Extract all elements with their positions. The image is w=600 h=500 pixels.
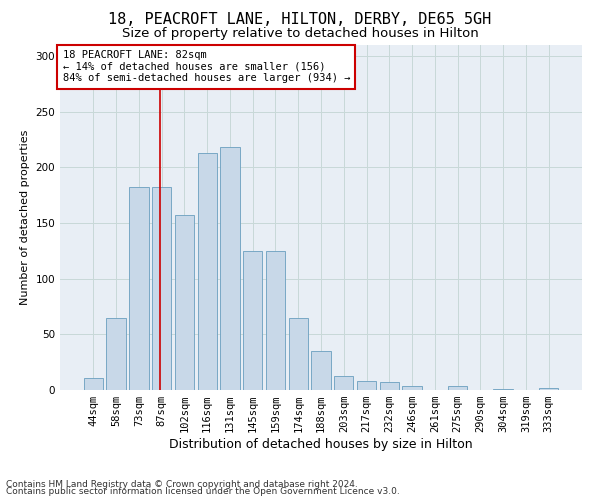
Text: 18, PEACROFT LANE, HILTON, DERBY, DE65 5GH: 18, PEACROFT LANE, HILTON, DERBY, DE65 5…	[109, 12, 491, 28]
Text: Contains HM Land Registry data © Crown copyright and database right 2024.: Contains HM Land Registry data © Crown c…	[6, 480, 358, 489]
Bar	[380, 382, 399, 390]
Y-axis label: Number of detached properties: Number of detached properties	[20, 130, 30, 305]
Bar	[403, 386, 422, 390]
Bar	[289, 318, 308, 390]
Text: 18 PEACROFT LANE: 82sqm
← 14% of detached houses are smaller (156)
84% of semi-d: 18 PEACROFT LANE: 82sqm ← 14% of detache…	[62, 50, 350, 84]
Bar	[243, 251, 262, 390]
Bar	[220, 148, 239, 390]
Bar	[152, 188, 172, 390]
Bar	[357, 381, 376, 390]
X-axis label: Distribution of detached houses by size in Hilton: Distribution of detached houses by size …	[169, 438, 473, 451]
Bar	[311, 351, 331, 390]
Bar	[129, 188, 149, 390]
Bar	[448, 386, 467, 390]
Bar	[266, 251, 285, 390]
Bar	[334, 376, 353, 390]
Bar	[539, 388, 558, 390]
Bar	[197, 153, 217, 390]
Bar	[84, 378, 103, 390]
Text: Size of property relative to detached houses in Hilton: Size of property relative to detached ho…	[122, 28, 478, 40]
Text: Contains public sector information licensed under the Open Government Licence v3: Contains public sector information licen…	[6, 487, 400, 496]
Bar	[106, 318, 126, 390]
Bar	[175, 216, 194, 390]
Bar	[493, 389, 513, 390]
